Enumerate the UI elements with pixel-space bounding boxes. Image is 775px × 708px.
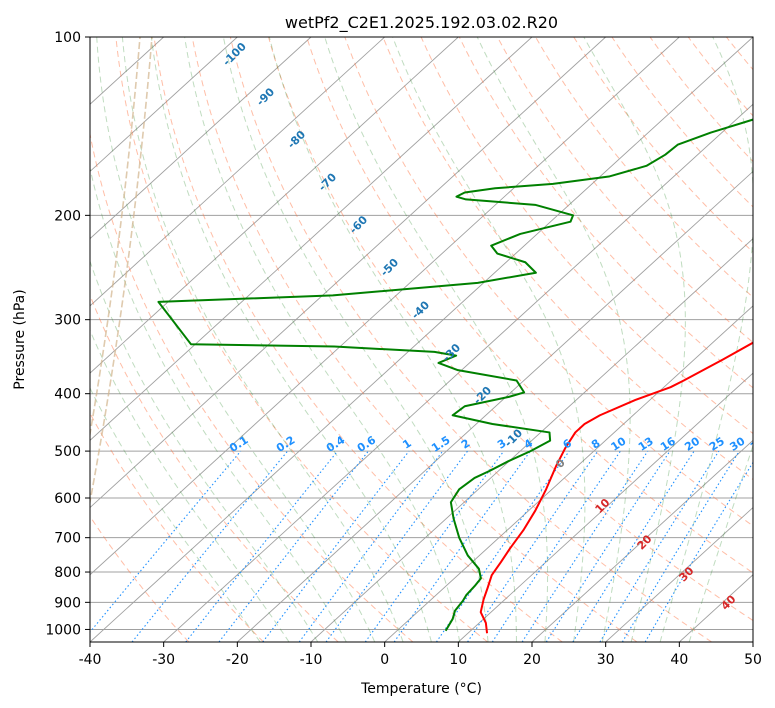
- plot-frame: [89, 36, 754, 643]
- dry-adiabat-line: [90, 412, 264, 642]
- isotherm-line: [90, 37, 680, 576]
- y-tick-label: 400: [54, 387, 81, 403]
- x-tick-label: 30: [597, 652, 615, 668]
- y-tick-label: 100: [54, 30, 81, 46]
- x-tick-label: 20: [523, 652, 541, 668]
- isotherm-line: [310, 238, 753, 642]
- mixing-ratio-line: [545, 450, 671, 642]
- dry-adiabat-line: [535, 37, 753, 298]
- x-tick-label: 0: [380, 652, 389, 668]
- x-tick-label: -40: [79, 652, 102, 668]
- isotherm-line: [458, 372, 753, 642]
- moist-adiabat-line: [659, 37, 753, 642]
- isotherm-line: [90, 37, 533, 441]
- isotherm-line: [531, 439, 753, 642]
- mixing-ratio-line: [298, 450, 444, 642]
- chart-title: wetPf2_C2E1.2025.192.03.02.R20: [285, 13, 558, 33]
- temperature-profile: [479, 341, 753, 634]
- mixing-ratio-line: [325, 450, 468, 642]
- y-tick-label: 1000: [45, 622, 81, 638]
- mixing-ratio-line: [364, 450, 505, 642]
- y-tick-label: 600: [54, 491, 81, 507]
- moist-adiabat-line: [392, 37, 586, 642]
- boundary-curves: [90, 37, 153, 507]
- x-axis-label: Temperature (°C): [360, 681, 482, 697]
- isotherm-line: [90, 37, 238, 173]
- x-tick-label: -10: [300, 652, 323, 668]
- isotherm-line: [237, 170, 753, 642]
- moist-adiabat-line: [121, 37, 404, 642]
- y-tick-label: 800: [54, 565, 81, 581]
- grid-lines: [90, 37, 753, 642]
- mixing-ratio-line: [621, 450, 740, 642]
- mixing-ratio-line: [185, 450, 338, 642]
- isotherm-line: [90, 37, 385, 307]
- mixing-ratio-line: [90, 450, 242, 633]
- mixing-ratio-line: [131, 450, 289, 642]
- moist-adiabat-line: [268, 37, 517, 642]
- moist-adiabat-line: [583, 37, 686, 642]
- x-tick-label: 10: [449, 652, 467, 668]
- mixing-ratio-line: [393, 450, 531, 642]
- isotherm-line: [384, 305, 753, 642]
- dry-adiabat-line: [306, 37, 753, 574]
- mixing-ratio-label: 36: [748, 434, 768, 453]
- mixing-ratio-line: [262, 450, 410, 642]
- dry-adiabat-line: [115, 37, 488, 642]
- dewpoint-profile: [157, 118, 753, 632]
- moist-adiabat-line: [90, 329, 290, 642]
- x-tick-label: 40: [670, 652, 688, 668]
- mixing-ratio-line: [572, 450, 695, 642]
- boundary-curve: [90, 37, 153, 507]
- moist-adiabat-line: [90, 259, 319, 642]
- isotherm-line: [90, 37, 753, 642]
- isotherm-line: [163, 103, 753, 642]
- moist-adiabat-line: [96, 37, 376, 642]
- x-tick-label: -20: [226, 652, 249, 668]
- mixing-ratio-lines: [90, 450, 753, 642]
- dry-adiabat-line: [229, 37, 712, 642]
- moist-adiabat-line: [90, 386, 261, 642]
- moist-adiabat-line: [476, 37, 631, 642]
- moist-adiabat-line: [324, 37, 549, 642]
- y-tick-label: 300: [54, 313, 81, 329]
- y-tick-label: 500: [54, 444, 81, 460]
- dry-adiabat-line: [153, 37, 563, 642]
- y-tick-label: 700: [54, 531, 81, 547]
- boundary-curve: [90, 37, 141, 439]
- dry-adiabat-line: [191, 37, 638, 642]
- y-tick-label: 200: [54, 208, 81, 224]
- y-tick-label: 900: [54, 595, 81, 611]
- dry-adiabat-line: [496, 37, 753, 344]
- isotherm-line: [90, 37, 459, 374]
- moist-adiabat-line: [184, 37, 461, 642]
- y-axis-ticks: 100 200 300 400 500 600 700 800 900 1000: [45, 30, 90, 638]
- dry-adiabat-line: [90, 131, 414, 642]
- x-axis-ticks: -40 -30 -20 -10 0 10 20 30 40 50: [79, 642, 762, 668]
- plot-area: 0.10.20.40.611.52346810131620253036-100-…: [90, 37, 768, 642]
- moist-adiabat-line: [150, 37, 432, 642]
- mixing-ratio-line: [521, 450, 649, 642]
- dry-adiabat-line: [90, 515, 190, 642]
- moist-adiabat-line: [688, 443, 753, 642]
- x-tick-label: 50: [744, 652, 762, 668]
- isotherm-line: [90, 37, 312, 240]
- isotherm-line: [90, 37, 606, 509]
- isotherm-line: [605, 506, 753, 642]
- sounding-profiles: [157, 118, 753, 634]
- dry-adiabat-line: [268, 37, 753, 622]
- y-axis-label: Pressure (hPa): [12, 289, 28, 389]
- x-tick-label: -30: [152, 652, 175, 668]
- mixing-ratio-line: [491, 450, 621, 642]
